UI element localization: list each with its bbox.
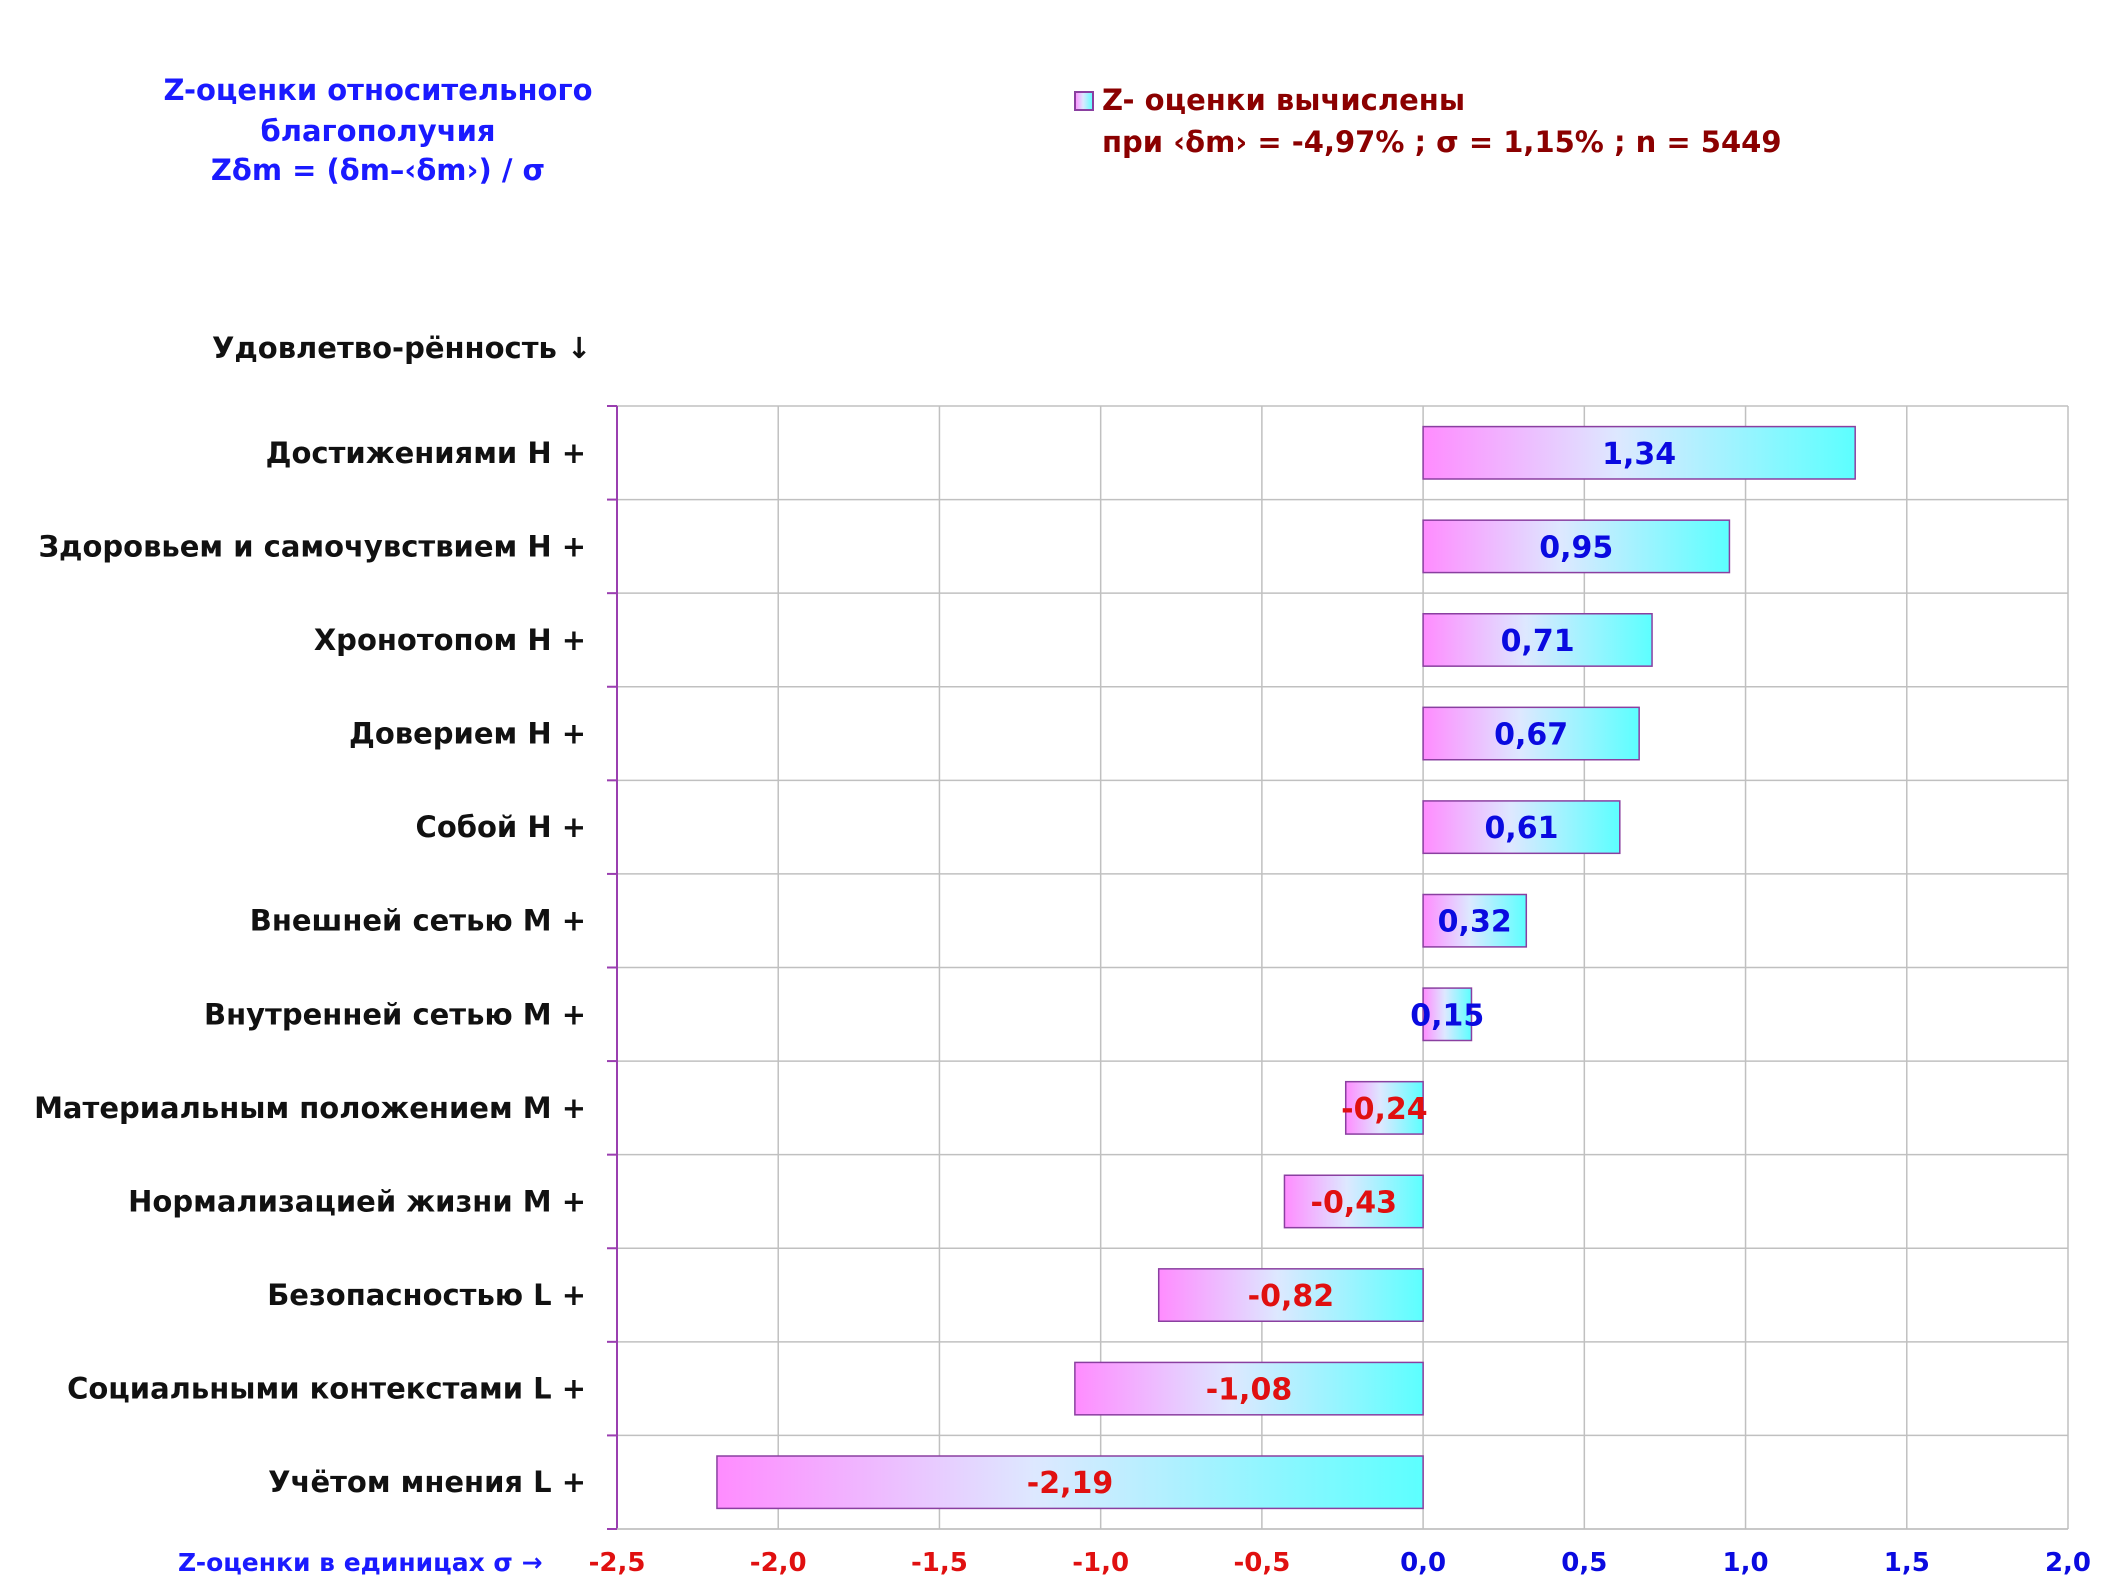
x-tick-label: -1,0 — [1072, 1548, 1129, 1578]
x-tick-label: 1,5 — [1884, 1548, 1930, 1578]
title-line-2: благополучия — [260, 114, 495, 148]
bar-value-label: -2,19 — [1027, 1466, 1113, 1501]
category-label: Социальными контекстами L + — [67, 1372, 586, 1406]
chart-title: Z-оценки относительного благополучия Zδm… — [163, 73, 592, 187]
category-label: Собой Н + — [416, 810, 586, 844]
row-labels: Достижениями Н + Здоровьем и самочувствие… — [34, 436, 586, 1499]
x-tick-label: 1,0 — [1723, 1548, 1769, 1578]
x-tick-label: -2,0 — [750, 1548, 807, 1578]
bar — [1074, 1361, 1424, 1416]
category-label: Нормализацией жизни М + — [128, 1184, 586, 1218]
category-label: Безопасностью L + — [267, 1278, 586, 1312]
category-label: Учётом мнения L + — [268, 1465, 586, 1499]
x-tick-label: 0,5 — [1561, 1548, 1607, 1578]
bar-value-label: 0,15 — [1410, 998, 1484, 1033]
bar — [1283, 1174, 1424, 1229]
category-label: Хронотопом Н + — [314, 623, 586, 657]
bar-value-label: 1,34 — [1602, 437, 1676, 472]
bar-value-label: 0,95 — [1539, 530, 1613, 565]
bar — [1422, 987, 1473, 1042]
category-label: Материальным положением М + — [34, 1091, 586, 1125]
category-label: Доверием Н + — [349, 717, 586, 751]
category-label: Внутренней сетью М + — [204, 997, 586, 1031]
category-label: Достижениями Н + — [266, 436, 586, 470]
category-header: Удовлетво-рённость ↓ — [212, 331, 591, 365]
bar — [1422, 800, 1621, 855]
x-tick-label: 0,0 — [1400, 1548, 1446, 1578]
x-tick-label: -0,5 — [1233, 1548, 1290, 1578]
legend-swatch — [1074, 91, 1094, 111]
x-tick-label: -2,5 — [589, 1548, 646, 1578]
bar — [1422, 613, 1653, 667]
bar — [1344, 1080, 1424, 1135]
legend-label-2: при ‹δm› = -4,97% ; σ = 1,15% ; n = 5449 — [1102, 125, 1782, 159]
category-label: Здоровьем и самочувствием Н + — [38, 529, 586, 563]
title-formula: Zδm = (δm–‹δm›) / σ — [211, 153, 545, 187]
bar — [716, 1455, 1424, 1510]
bar — [1157, 1268, 1424, 1322]
category-label: Внешней сетью М + — [250, 904, 586, 938]
x-axis-label: Z-оценки в единицах σ → — [178, 1548, 543, 1577]
title-line-1: Z-оценки относительного — [163, 73, 592, 107]
x-tick-label: -1,5 — [911, 1548, 968, 1578]
bars: 1,34 0,95 0,71 0,67 0,61 0,32 0,15 -0,24 -0,43 -0… — [716, 425, 1856, 1510]
bar — [1422, 706, 1640, 761]
bar-value-label: -0,43 — [1311, 1185, 1397, 1220]
bar-value-label: -0,82 — [1248, 1279, 1334, 1314]
bar — [1422, 425, 1856, 480]
bar-value-label: -1,08 — [1206, 1373, 1292, 1408]
legend: Z- оценки вычислены при ‹δm› = -4,97% ; … — [1074, 83, 1782, 159]
bar-value-label: 0,71 — [1501, 624, 1575, 659]
x-axis-ticks: -2,5 -2,0 -1,5 -1,0 -0,5 0,0 0,5 1,0 1,5 2,0 — [589, 1548, 2091, 1578]
bar — [1422, 519, 1731, 574]
bar-value-label: 0,67 — [1494, 718, 1568, 753]
bar-value-label: 0,32 — [1438, 905, 1512, 940]
legend-label-1: Z- оценки вычислены — [1102, 83, 1465, 117]
bar-value-label: 0,61 — [1484, 811, 1558, 846]
x-tick-label: 2,0 — [2045, 1548, 2091, 1578]
bar-value-label: -0,24 — [1341, 1092, 1427, 1127]
bar — [1422, 893, 1528, 948]
grid — [607, 405, 2069, 1530]
